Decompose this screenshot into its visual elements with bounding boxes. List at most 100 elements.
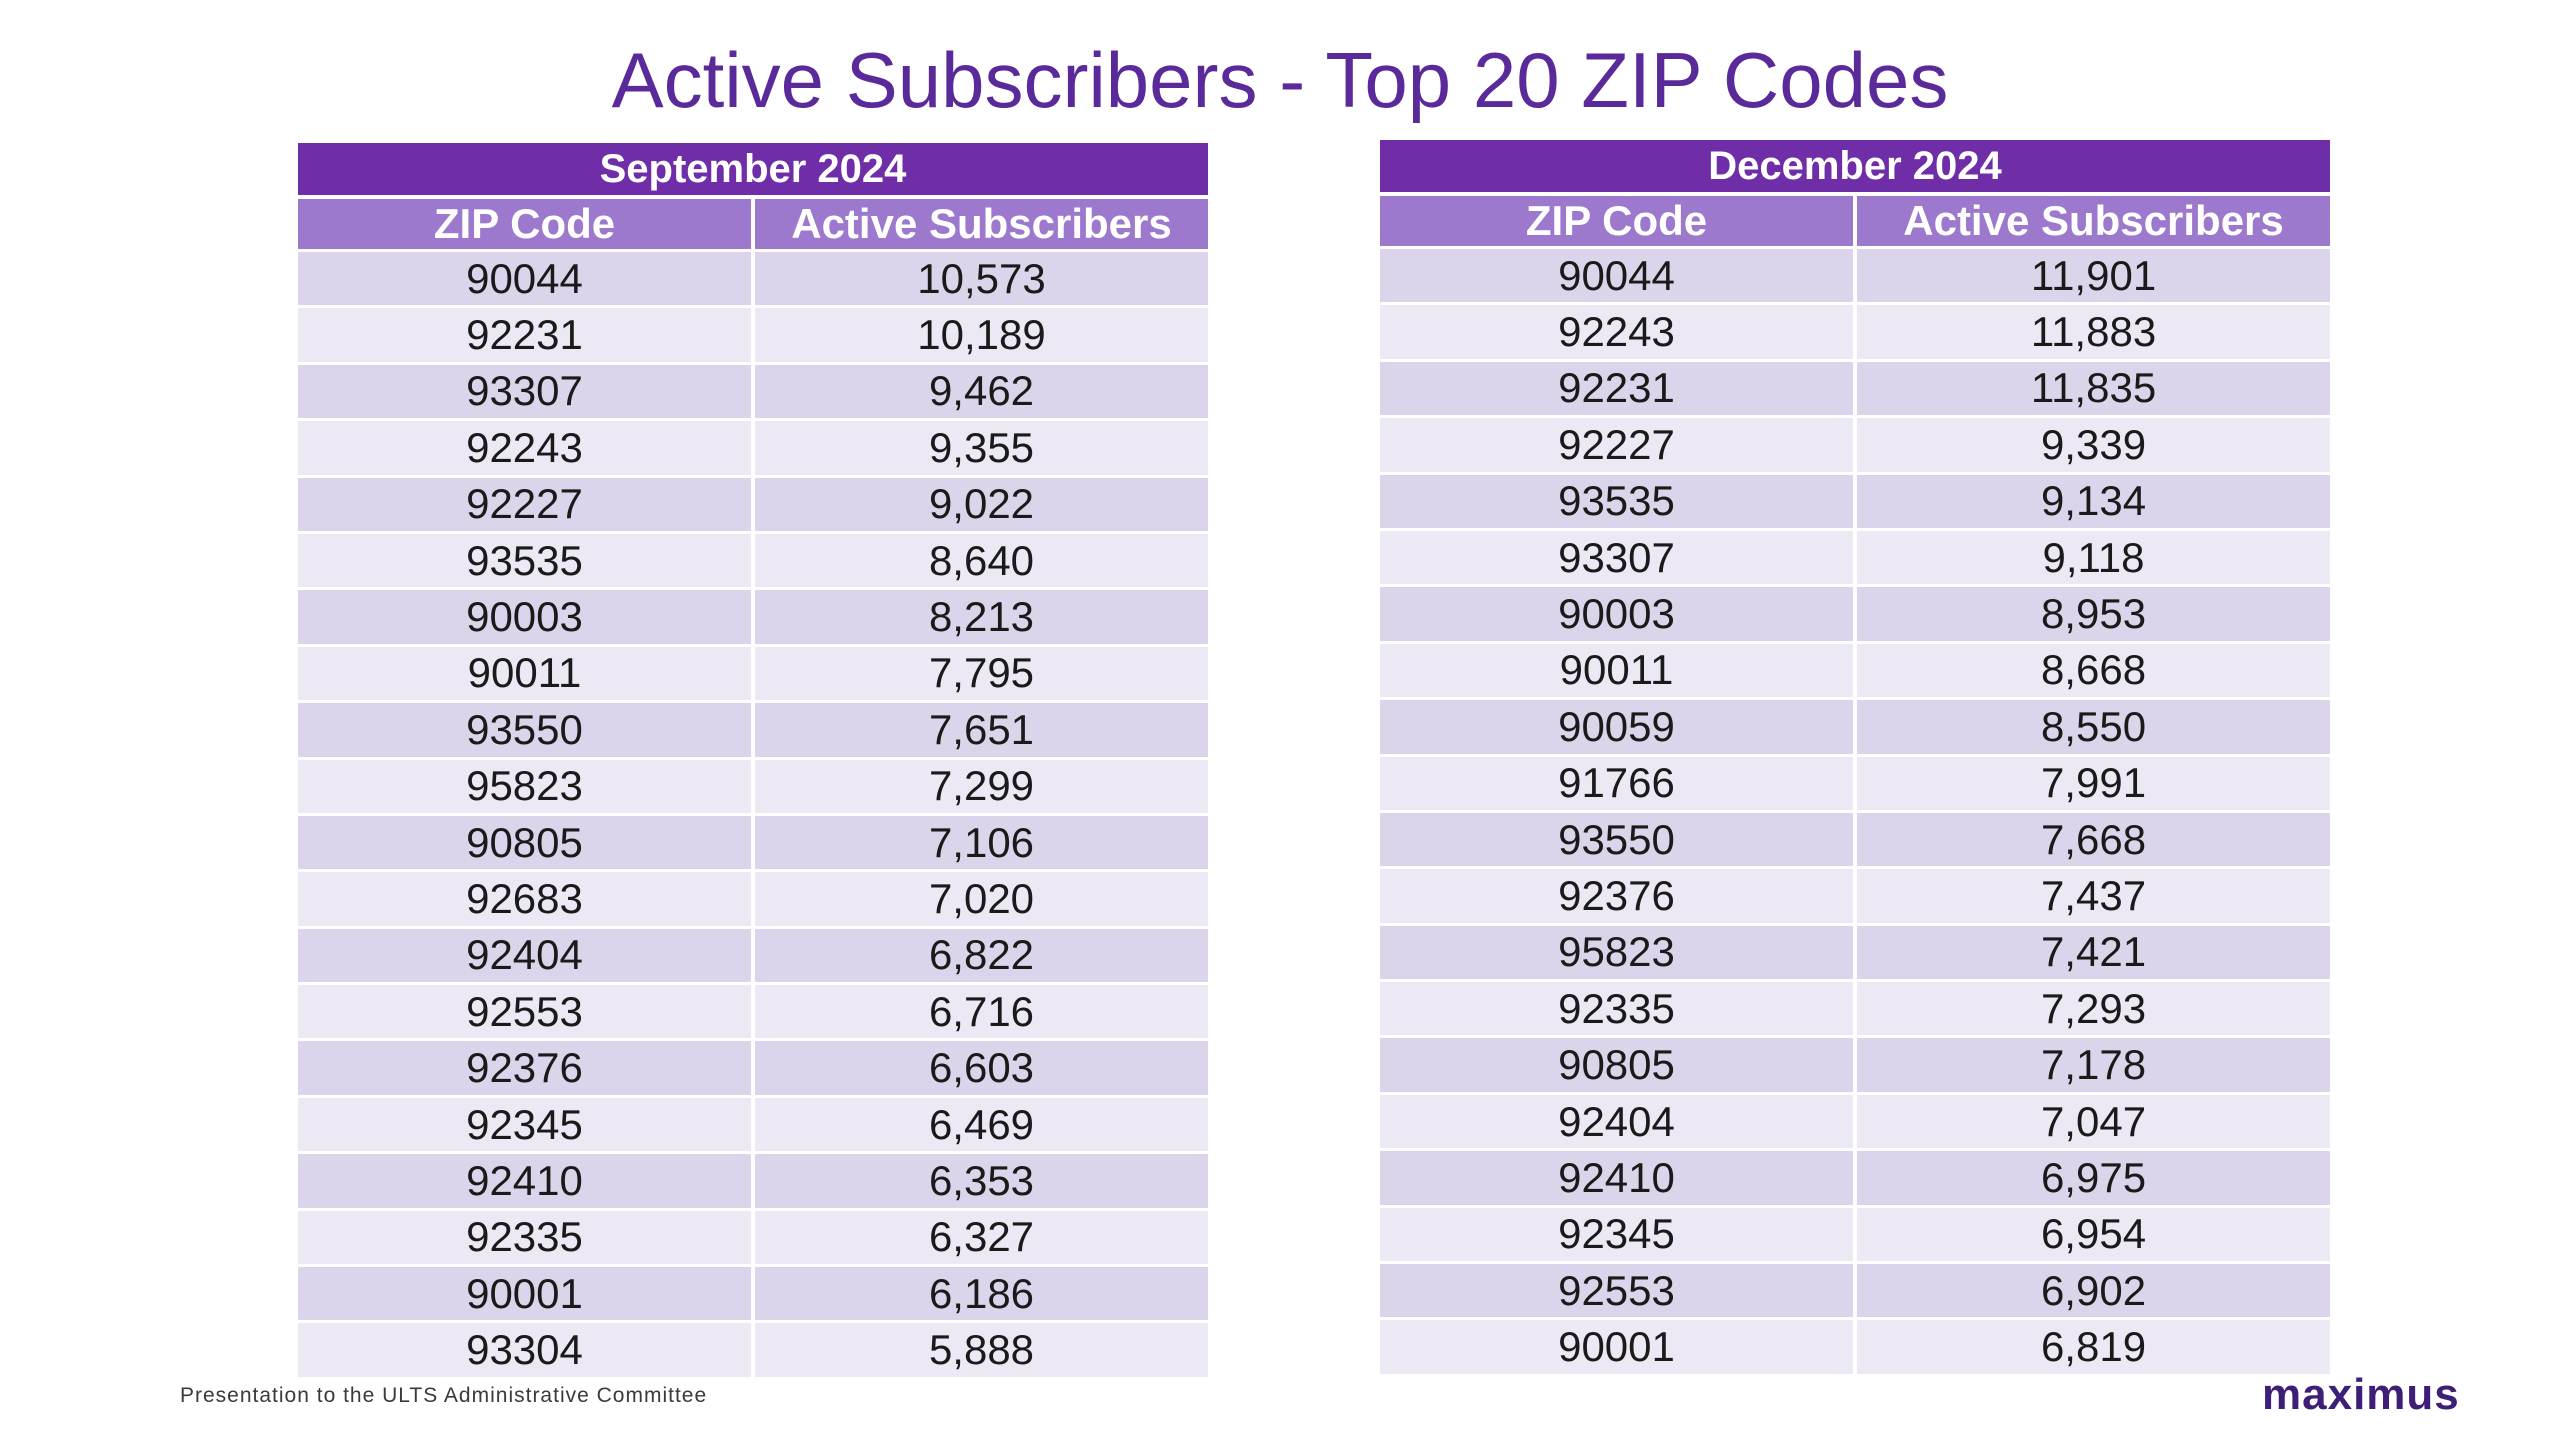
december-table: December 2024 ZIP Code Active Subscriber… bbox=[1380, 140, 2331, 1374]
table-row: 93307 9,462 bbox=[298, 361, 1208, 420]
table-period-header: September 2024 bbox=[298, 143, 1208, 199]
zip-cell: 93307 bbox=[298, 361, 755, 420]
zip-cell: 92243 bbox=[298, 418, 755, 477]
table-row: 93535 8,640 bbox=[298, 530, 1208, 589]
table-row: 92553 6,716 bbox=[298, 982, 1208, 1040]
subscribers-cell: 6,327 bbox=[753, 1207, 1208, 1266]
table-body: 90044 10,573 92231 10,189 93307 9,462 92243 9,3… bbox=[298, 248, 1208, 1377]
table-row: 90044 10,573 bbox=[298, 248, 1208, 307]
subscribers-cell: 6,603 bbox=[753, 1038, 1208, 1097]
table-row: 90011 7,795 bbox=[298, 643, 1208, 702]
footer-text: Presentation to the ULTS Administrative … bbox=[180, 1384, 708, 1407]
subscribers-cell: 6,975 bbox=[1855, 1148, 2331, 1207]
table-row: 92243 9,355 bbox=[298, 418, 1208, 477]
table-row: 92335 6,327 bbox=[298, 1207, 1208, 1266]
table-body: 90044 11,901 92243 11,883 92231 11,835 92227 9,… bbox=[1380, 245, 2331, 1374]
zip-cell: 92231 bbox=[298, 305, 755, 364]
subscribers-cell: 7,293 bbox=[1855, 979, 2331, 1037]
table-row: 91766 7,991 bbox=[1380, 753, 2331, 812]
zip-cell: 93307 bbox=[1380, 527, 1857, 586]
subscribers-cell: 6,186 bbox=[753, 1264, 1208, 1322]
table-row: 90805 7,106 bbox=[298, 812, 1208, 871]
subscribers-cell: 11,835 bbox=[1855, 358, 2331, 417]
subscribers-cell: 6,819 bbox=[1855, 1317, 2331, 1374]
table-row: 90001 6,186 bbox=[298, 1264, 1208, 1322]
zip-cell: 92410 bbox=[298, 1151, 755, 1210]
september-table: September 2024 ZIP Code Active Subscribe… bbox=[298, 143, 1208, 1377]
subscribers-cell: 9,355 bbox=[753, 418, 1208, 477]
zip-cell: 92227 bbox=[1380, 415, 1857, 474]
subscribers-cell: 11,883 bbox=[1855, 302, 2331, 361]
table-row: 90059 8,550 bbox=[1380, 697, 2331, 756]
table-row: 92243 11,883 bbox=[1380, 302, 2331, 361]
zip-cell: 90805 bbox=[298, 812, 755, 871]
table-row: 92410 6,353 bbox=[298, 1151, 1208, 1210]
zip-cell: 92376 bbox=[1380, 866, 1857, 925]
subscribers-cell: 6,469 bbox=[753, 1094, 1208, 1153]
table-row: 92376 7,437 bbox=[1380, 866, 2331, 925]
subscribers-cell: 7,668 bbox=[1855, 809, 2331, 868]
table-row: 90044 11,901 bbox=[1380, 245, 2331, 304]
zip-cell: 92376 bbox=[298, 1038, 755, 1097]
subscribers-cell: 6,954 bbox=[1855, 1204, 2331, 1263]
zip-cell: 90003 bbox=[1380, 584, 1857, 643]
zip-cell: 92227 bbox=[298, 474, 755, 533]
subscribers-cell: 9,022 bbox=[753, 474, 1208, 533]
table-row: 92404 6,822 bbox=[298, 925, 1208, 984]
zip-cell: 92404 bbox=[298, 925, 755, 984]
zip-cell: 92553 bbox=[298, 982, 755, 1040]
zip-cell: 93304 bbox=[298, 1320, 755, 1377]
subscribers-cell: 6,353 bbox=[753, 1151, 1208, 1210]
table-row: 92345 6,954 bbox=[1380, 1204, 2331, 1263]
column-header-zip: ZIP Code bbox=[1380, 194, 1857, 248]
table-row: 92553 6,902 bbox=[1380, 1261, 2331, 1319]
subscribers-cell: 9,462 bbox=[753, 361, 1208, 420]
table-row: 92227 9,022 bbox=[298, 474, 1208, 533]
zip-cell: 92335 bbox=[298, 1207, 755, 1266]
table-row: 93304 5,888 bbox=[298, 1320, 1208, 1377]
subscribers-cell: 6,716 bbox=[753, 982, 1208, 1040]
zip-cell: 90001 bbox=[1380, 1317, 1857, 1374]
subscribers-cell: 8,213 bbox=[753, 587, 1208, 646]
table-row: 95823 7,421 bbox=[1380, 922, 2331, 981]
table-period-header: December 2024 bbox=[1380, 140, 2331, 196]
subscribers-cell: 8,640 bbox=[753, 530, 1208, 589]
zip-cell: 92553 bbox=[1380, 1261, 1857, 1319]
subscribers-cell: 5,888 bbox=[753, 1320, 1208, 1377]
table-row: 93550 7,668 bbox=[1380, 809, 2331, 868]
zip-cell: 95823 bbox=[1380, 922, 1857, 981]
subscribers-cell: 10,189 bbox=[753, 305, 1208, 364]
subscribers-cell: 7,795 bbox=[753, 643, 1208, 702]
column-header-subscribers: Active Subscribers bbox=[753, 197, 1208, 251]
column-header-zip: ZIP Code bbox=[298, 197, 755, 251]
zip-cell: 92231 bbox=[1380, 358, 1857, 417]
zip-cell: 90003 bbox=[298, 587, 755, 646]
subscribers-cell: 7,437 bbox=[1855, 866, 2331, 925]
column-header-subscribers: Active Subscribers bbox=[1855, 194, 2331, 248]
subscribers-cell: 7,047 bbox=[1855, 1091, 2331, 1150]
zip-cell: 90044 bbox=[1380, 245, 1857, 304]
subscribers-cell: 6,902 bbox=[1855, 1261, 2331, 1319]
table-row: 93535 9,134 bbox=[1380, 471, 2331, 530]
subscribers-cell: 9,339 bbox=[1855, 415, 2331, 474]
table-row: 92410 6,975 bbox=[1380, 1148, 2331, 1207]
zip-cell: 93535 bbox=[298, 530, 755, 589]
zip-cell: 93535 bbox=[1380, 471, 1857, 530]
table-row: 92231 10,189 bbox=[298, 305, 1208, 364]
zip-cell: 92335 bbox=[1380, 979, 1857, 1037]
table-row: 90003 8,953 bbox=[1380, 584, 2331, 643]
table-row: 93550 7,651 bbox=[298, 700, 1208, 759]
page-title: Active Subscribers - Top 20 ZIP Codes bbox=[611, 36, 1949, 124]
maximus-logo: maximus bbox=[2262, 1370, 2460, 1419]
subscribers-cell: 8,668 bbox=[1855, 640, 2331, 699]
subscribers-cell: 8,550 bbox=[1855, 697, 2331, 756]
subscribers-cell: 9,134 bbox=[1855, 471, 2331, 530]
subscribers-cell: 9,118 bbox=[1855, 527, 2331, 586]
table-row: 90011 8,668 bbox=[1380, 640, 2331, 699]
table-row: 92376 6,603 bbox=[298, 1038, 1208, 1097]
zip-cell: 93550 bbox=[298, 700, 755, 759]
zip-cell: 95823 bbox=[298, 756, 755, 815]
subscribers-cell: 7,178 bbox=[1855, 1035, 2331, 1094]
zip-cell: 90011 bbox=[298, 643, 755, 702]
